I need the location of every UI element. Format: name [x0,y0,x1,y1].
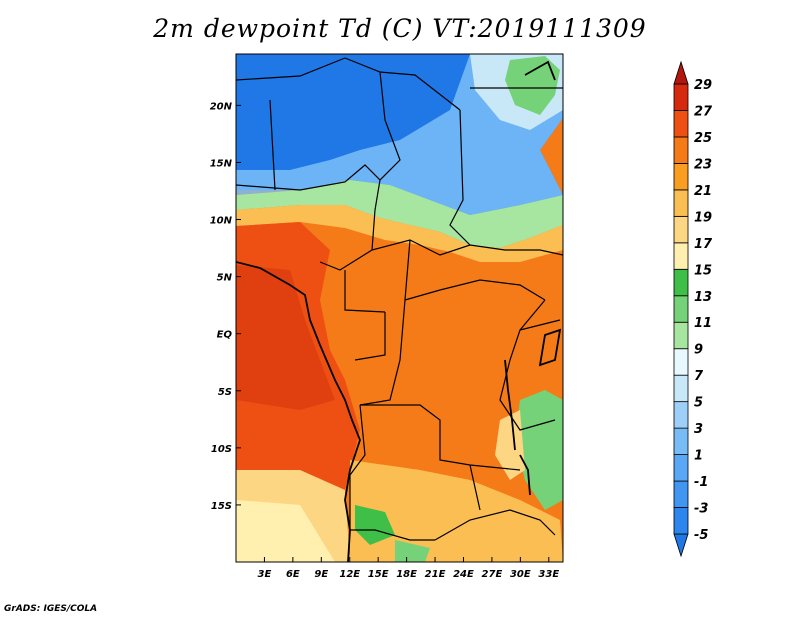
colorbar-swatch [673,454,689,482]
colorbar-swatch [673,268,689,297]
colorbar-max-arrow [673,60,689,85]
colorbar-label: 27 [694,104,713,119]
colorbar-label: 3 [694,422,703,437]
x-tick-label: 3E [258,569,272,580]
x-tick-label: 21E [425,569,446,580]
colorbar-swatch [673,295,689,323]
x-tick-label: 18E [396,569,417,580]
coastlines [236,60,562,562]
y-tick-label: 10N [210,216,233,227]
y-tick-label: 15S [211,501,232,512]
dewpoint-field [236,54,563,562]
x-tick-label: 33E [538,569,559,580]
colorbar-label: -1 [694,475,708,490]
map-frame [235,53,564,563]
transition-band [236,180,563,248]
green-south [355,505,395,545]
longitude-axis: 3E 6E 9E 12E 15E 18E 21E 24E 27E 30E 33E [258,557,559,580]
colorbar-swatch [673,83,689,111]
colorbar-label: -3 [694,502,708,517]
colorbar-label: 25 [694,131,712,146]
colorbar-label: 7 [694,369,704,384]
green-east [515,390,563,510]
humid-coast [236,265,335,410]
yellow-east [495,410,525,480]
x-tick-label: 6E [286,569,300,580]
colorbar-swatch [673,401,689,429]
green-patch-northeast [505,56,560,115]
colorbar-label: 21 [694,184,712,199]
x-tick-label: 24E [453,569,474,580]
colorbar-swatch [673,189,689,217]
colorbar-label: 29 [694,78,712,93]
y-tick-label: 10S [211,444,232,455]
colorbar-swatch [673,215,689,244]
credit-text: GrADS: IGES/COLA [4,604,98,614]
y-tick-label: 15N [210,158,233,169]
x-tick-label: 15E [368,569,389,580]
colorbar-swatch [673,348,689,376]
colorbar-label: 17 [694,237,713,252]
colorbar-swatch [673,163,689,191]
dry-region-core [236,54,470,170]
colorbar-label: 9 [694,343,703,358]
y-tick-label: 20N [210,101,233,112]
colorbar-label: 1 [694,449,703,464]
x-tick-label: 9E [314,569,328,580]
x-tick-label: 30E [510,569,531,580]
dry-southwest [236,500,335,562]
latitude-axis: 20N 15N 10N 5N EQ 5S 10S 15S [210,101,241,512]
colorbar-swatch [673,374,689,403]
yellow-band [236,205,563,262]
colorbar-swatch [673,480,689,508]
y-tick-label: 5N [217,273,233,284]
colorbar-label: 5 [694,396,703,411]
x-tick-label: 12E [339,569,360,580]
colorbar-label: -5 [694,528,708,543]
colorbar-swatch [673,242,689,270]
colorbar-label: 13 [694,290,712,305]
colorbar-min-arrow [673,533,689,558]
y-tick-label: 5S [218,387,232,398]
colorbar-swatch [673,427,689,455]
colorbar-swatch [673,136,689,164]
colorbar-label: 15 [694,263,712,278]
green-south-2 [395,540,430,562]
x-tick-label: 27E [482,569,503,580]
map-title: 2m dewpoint Td (C) VT:2019111309 [153,14,647,43]
colorbar-label: 23 [694,157,712,172]
country-borders [236,57,563,541]
colorbar-swatch [673,110,689,138]
colorbar-label: 19 [694,210,712,225]
colorbar-swatch [673,507,689,535]
colorbar-label: 11 [694,316,712,331]
colorbar-swatch [673,321,689,350]
orange-south [350,460,563,562]
y-tick-label: EQ [217,330,233,341]
